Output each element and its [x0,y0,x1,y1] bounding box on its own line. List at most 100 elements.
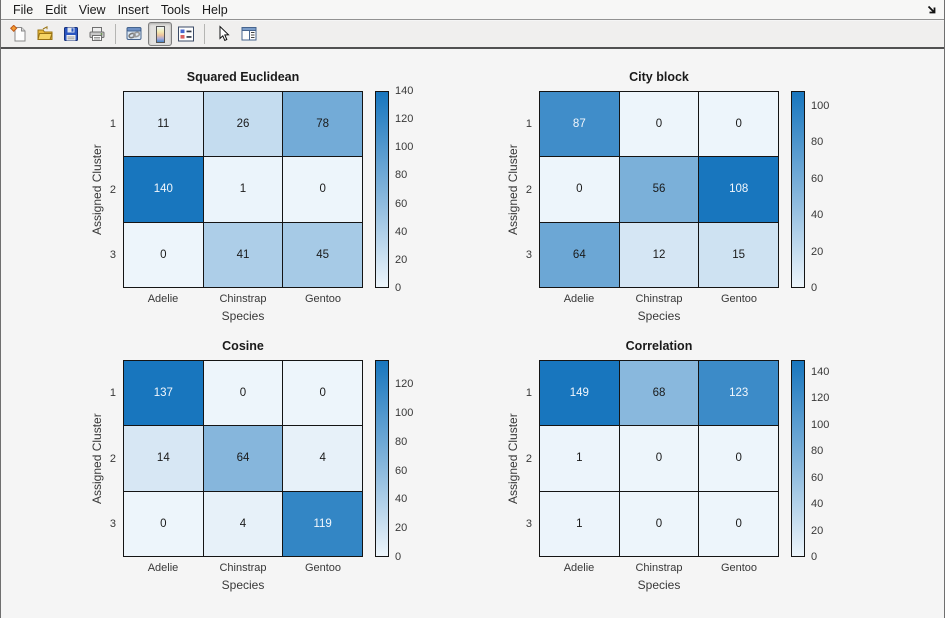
y-tick-label: 1 [109,386,116,399]
open-file-button[interactable] [33,22,57,46]
heatmap-cell: 64 [203,426,283,491]
heatmap-cell: 0 [540,157,619,222]
print-figure-button[interactable] [85,22,109,46]
colorbar-tick-label: 60 [811,471,824,484]
heatmap-cell: 0 [699,491,778,556]
x-tick-labels: Adelie Chinstrap Gentoo [123,293,363,307]
heatmap-cell: 4 [203,491,283,556]
x-tick-label: Chinstrap [635,562,683,574]
heatmap-cell: 0 [203,361,283,426]
heatmap-cell: 1 [540,426,619,491]
heatmap-cell: 4 [283,426,362,491]
property-inspector-icon [240,25,258,43]
heatmap-cell: 87 [540,92,619,157]
chart-title: City block [629,70,689,84]
heatmap-grid: 11 26 78 140 1 0 0 41 45 [123,91,363,288]
heatmap-cell: 41 [203,222,283,287]
heatmap-cell: 149 [540,361,619,426]
y-tick-label: 1 [525,386,532,399]
x-axis-label: Species [637,578,681,592]
colorbar [791,360,805,557]
y-tick-label: 2 [109,452,116,465]
menu-file[interactable]: File [13,2,34,17]
edit-plot-button[interactable] [211,22,235,46]
new-figure-icon [10,25,28,43]
colorbar-tick-label: 0 [395,551,402,563]
save-figure-button[interactable] [59,22,83,46]
colorbar-tick-label: 100 [395,407,414,420]
heatmap-cell: 140 [124,157,203,222]
property-inspector-button[interactable] [237,22,261,46]
colorbar-tick-label: 0 [395,282,402,294]
link-plot-icon [125,25,143,43]
heatmap-cell: 1 [540,491,619,556]
insert-colorbar-icon [155,25,165,43]
colorbar-tick-label: 20 [395,522,408,535]
colorbar-tick-labels: 0 20 40 60 80 100 120 140 [811,360,845,563]
colorbar-tick-label: 20 [811,245,824,258]
x-tick-label: Chinstrap [219,562,267,574]
print-figure-icon [88,25,106,43]
colorbar-tick-label: 120 [395,113,414,126]
open-file-icon [36,25,54,43]
colorbar-tick-label: 0 [811,282,818,294]
dock-figure-arrow-icon[interactable] [926,4,939,17]
toolbar-separator [204,24,205,44]
insert-colorbar-button[interactable] [148,22,172,46]
y-tick-label: 2 [109,183,116,196]
heatmap-cell: 68 [619,361,699,426]
menu-edit[interactable]: Edit [45,2,67,17]
menu-view[interactable]: View [78,2,106,17]
chart-title: Squared Euclidean [186,70,300,84]
colorbar-tick-label: 0 [811,551,818,563]
heatmap-cell: 123 [699,361,778,426]
colorbar-tick-labels: 0 20 40 60 80 100 [811,91,845,294]
y-tick-labels: 1 2 3 [506,91,532,288]
heatmap-cell: 11 [124,92,203,157]
new-figure-button[interactable] [7,22,31,46]
colorbar-tick-label: 100 [811,99,830,112]
colorbar-tick-label: 100 [811,418,830,431]
x-tick-label: Gentoo [720,293,758,305]
y-tick-label: 1 [525,117,532,130]
y-tick-label: 3 [109,249,116,262]
menu-help[interactable]: Help [202,2,228,17]
heatmap-cell: 0 [124,222,203,287]
heatmap-cell: 0 [124,491,203,556]
heatmap-grid: 87 0 0 0 56 108 64 12 15 [539,91,779,288]
y-tick-label: 1 [109,117,116,130]
colorbar-tick-label: 40 [395,493,408,506]
menu-tools[interactable]: Tools [160,2,191,17]
insert-legend-button[interactable] [174,22,198,46]
heatmap-cell: 137 [124,361,203,426]
colorbar-tick-label: 80 [395,169,408,182]
heatmap-cell: 0 [619,92,699,157]
heatmap-cell: 0 [619,426,699,491]
x-tick-labels: Adelie Chinstrap Gentoo [539,562,779,576]
menu-insert[interactable]: Insert [117,2,149,17]
colorbar-tick-labels: 0 20 40 60 80 100 120 140 [395,85,429,294]
colorbar-tick-label: 120 [811,392,830,405]
x-axis-label: Species [637,309,681,323]
colorbar-tick-label: 60 [395,464,408,477]
colorbar-tick-label: 120 [395,378,414,391]
heatmap-cell: 14 [124,426,203,491]
colorbar-tick-label: 60 [811,172,824,185]
colorbar-tick-label: 60 [395,197,408,210]
y-tick-label: 3 [525,249,532,262]
heatmap-cell: 45 [283,222,362,287]
colorbar [375,91,389,288]
colorbar-tick-label: 40 [811,498,824,511]
heatmap-cell: 0 [699,92,778,157]
chart-title: Correlation [625,339,693,353]
colorbar-tick-label: 20 [811,524,824,537]
x-tick-label: Adelie [563,293,595,305]
x-tick-labels: Adelie Chinstrap Gentoo [123,562,363,576]
link-plot-button[interactable] [122,22,146,46]
insert-legend-icon [177,25,195,43]
colorbar [375,360,389,557]
heatmap-cell: 108 [699,157,778,222]
y-tick-labels: 1 2 3 [90,360,116,557]
